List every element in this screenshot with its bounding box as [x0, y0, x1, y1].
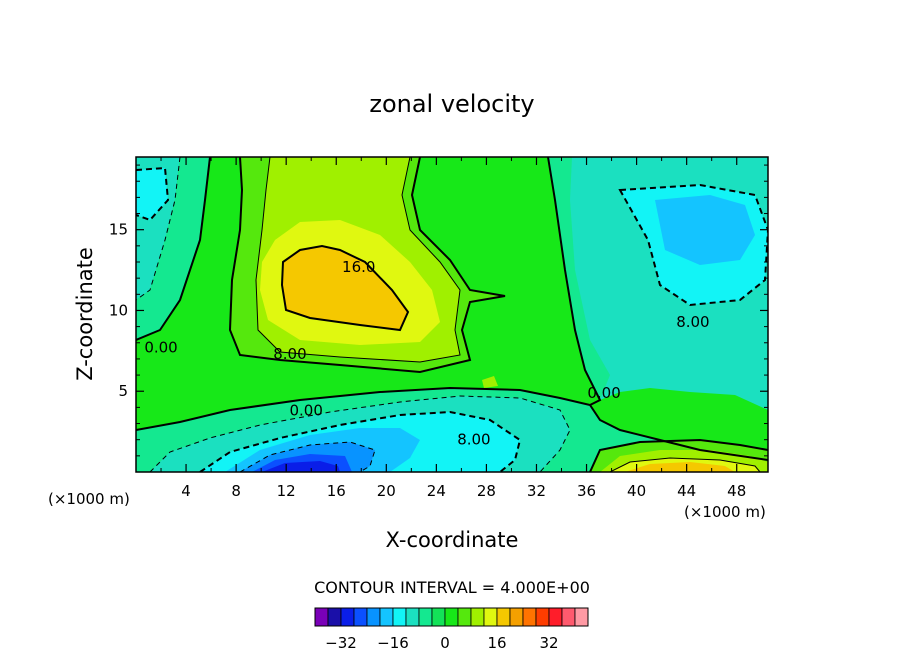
contour-line-minus8-right — [618, 183, 768, 307]
contour-label: 8.00 — [273, 345, 306, 363]
contour-interval-label: CONTOUR INTERVAL = 4.000E+00 — [314, 578, 590, 597]
colorbar-swatch — [314, 607, 329, 627]
contour-line-8 — [228, 157, 506, 374]
y-tick-label: 15 — [109, 221, 128, 239]
field-region-right-green — [548, 157, 610, 400]
colorbar-swatch — [431, 607, 446, 627]
contour-line-16 — [280, 244, 410, 332]
contour-label: 0.00 — [144, 339, 177, 357]
x-axis: 4 8 12 16 20 24 28 32 36 40 44 48 — [160, 157, 746, 500]
contour-labels: 16.0 8.00 8.00 0.00 0.00 0.00 8.00 — [144, 258, 709, 449]
y-tick-label: 10 — [109, 301, 128, 319]
x-tick-label: 8 — [231, 482, 241, 500]
colorbar-swatch — [483, 607, 498, 627]
colorbar-swatch — [574, 607, 589, 627]
contour-label: 0.00 — [289, 402, 322, 420]
colorbar-swatch — [522, 607, 537, 627]
field-region-left-green — [136, 157, 210, 340]
colorbar-tick-label: 32 — [539, 634, 558, 652]
contour-label: 8.00 — [676, 313, 709, 331]
colorbar-tick-label: −32 — [325, 634, 357, 652]
plot-frame — [135, 156, 769, 473]
contour-label: 8.00 — [457, 431, 490, 449]
field-region-right-core — [655, 195, 755, 265]
contour-line-0-right — [547, 157, 602, 406]
colorbar-swatch — [340, 607, 355, 627]
field-jet-core — [282, 246, 408, 330]
field-lower-min-core — [262, 461, 340, 472]
chart-title: zonal velocity — [369, 90, 534, 118]
contour-line-16-lower-right — [609, 457, 761, 472]
colorbar-swatch — [457, 607, 472, 627]
x-tick-label: 32 — [527, 482, 546, 500]
contour-line-minus8-lower — [199, 410, 522, 472]
contour-line-minus8-left — [136, 166, 170, 222]
contour-lines — [136, 157, 768, 472]
x-tick-label: 12 — [277, 482, 296, 500]
y-tick-label: 5 — [118, 382, 128, 400]
y-axis: 5 10 15 — [109, 164, 768, 457]
colorbar-swatch — [509, 607, 524, 627]
colorbar-swatch — [535, 607, 550, 627]
x-tick-label: 40 — [627, 482, 646, 500]
colorbar — [314, 607, 589, 627]
x-tick-label: 36 — [577, 482, 596, 500]
colorbar-swatch — [327, 607, 342, 627]
field-small-pocket-mid — [482, 376, 498, 388]
colorbar-swatch — [379, 607, 394, 627]
x-tick-label: 20 — [377, 482, 396, 500]
colorbar-tick-label: 0 — [440, 634, 450, 652]
contour-line-0-left — [136, 157, 211, 341]
y-unit-label: (×1000 m) — [684, 503, 766, 521]
x-tick-label: 44 — [677, 482, 696, 500]
field-region-upper-left-pocket — [136, 168, 168, 220]
y-axis-title: Z-coordinate — [73, 247, 97, 381]
colorbar-swatch — [353, 607, 368, 627]
contour-label: 0.00 — [587, 384, 620, 402]
x-tick-label: 24 — [427, 482, 446, 500]
colorbar-tick-label: −16 — [377, 634, 409, 652]
x-tick-label: 16 — [327, 482, 346, 500]
colorbar-swatch — [418, 607, 433, 627]
colorbar-tick-label: 16 — [487, 634, 506, 652]
field-lower-right-core — [625, 462, 735, 472]
colorbar-swatch — [496, 607, 511, 627]
x-tick-label: 28 — [477, 482, 496, 500]
x-axis-title: X-coordinate — [386, 528, 519, 552]
colorbar-frame — [314, 607, 589, 627]
contour-line-minus4-left — [136, 157, 181, 301]
colorbar-swatch — [444, 607, 459, 627]
colorbar-swatch — [561, 607, 576, 627]
x-unit-label: (×1000 m) — [48, 490, 130, 508]
colorbar-swatch — [392, 607, 407, 627]
contour-line-minus4-lower — [149, 395, 571, 472]
colorbar-swatch — [548, 607, 563, 627]
contour-line-8-lower-right — [589, 438, 768, 472]
x-tick-label: 48 — [727, 482, 746, 500]
contour-label: 16.0 — [342, 258, 375, 276]
x-tick-label: 4 — [181, 482, 191, 500]
plot-area: 16.0 8.00 8.00 0.00 0.00 0.00 8.00 — [136, 157, 768, 472]
colorbar-swatch — [470, 607, 485, 627]
contour-line-0-lower — [136, 386, 768, 461]
contour-line-12 — [255, 157, 461, 363]
colorbar-tick-labels: −32 −16 0 16 32 — [325, 634, 558, 652]
colorbar-swatch — [366, 607, 381, 627]
field-small-pocket-upper — [330, 200, 355, 215]
colorbar-swatch — [405, 607, 420, 627]
